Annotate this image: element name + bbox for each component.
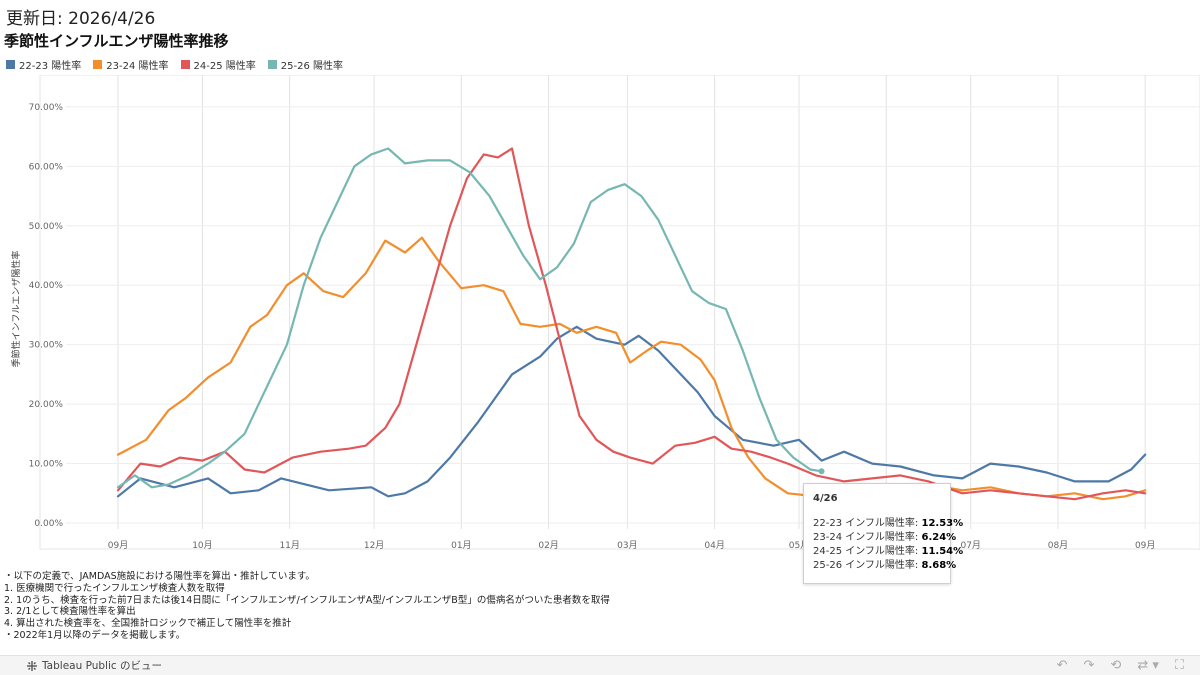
y-tick-label: 50.00% — [29, 222, 64, 232]
toolbar: ↶ ↷ ⟲ ⇄ ▾ ⛶ — [1057, 658, 1184, 673]
fullscreen-icon[interactable]: ⛶ — [1174, 658, 1184, 673]
y-tick-label: 10.00% — [29, 460, 64, 470]
series-line-24-25[interactable] — [116, 147, 1147, 501]
series-line-23-24[interactable] — [116, 236, 1147, 501]
legend-label: 25-26 陽性率 — [280, 61, 343, 72]
note-line: 2. 1のうち、検査を行った前7日または後14日間に「インフルエンザ/インフルエ… — [4, 594, 610, 606]
x-tick-label: 05月 — [789, 540, 809, 551]
x-tick-label: 09月 — [108, 540, 128, 551]
legend-item-22-23[interactable]: 22-23 陽性率 — [6, 57, 81, 72]
y-tick-label: 70.00% — [29, 103, 64, 113]
legend-swatch — [180, 60, 190, 69]
x-tick-label: 04月 — [704, 540, 724, 551]
x-tick-label: 02月 — [538, 540, 558, 551]
share-icon[interactable]: ⇄ ▾ — [1137, 658, 1159, 673]
tableau-footer: Tableau Public のビュー ↶ ↷ ⟲ ⇄ ▾ ⛶ — [0, 655, 1200, 675]
y-tick-label: 40.00% — [29, 281, 64, 291]
legend-item-23-24[interactable]: 23-24 陽性率 — [93, 57, 169, 72]
definition-notes: ・以下の定義で、JAMDAS施設における陽性率を算出・推計しています。 1. 医… — [4, 571, 610, 642]
current-point-marker — [818, 468, 825, 475]
tooltip-date: 4/26 — [813, 493, 838, 504]
tableau-public-link[interactable]: Tableau Public のビュー — [26, 658, 162, 673]
note-line: 3. 2/1として検査陽性率を算出 — [4, 606, 136, 618]
legend-swatch — [93, 60, 103, 69]
note-line: ・以下の定義で、JAMDAS施設における陽性率を算出・推計しています。 — [4, 571, 315, 582]
legend-item-25-26[interactable]: 25-26 陽性率 — [267, 57, 343, 72]
tableau-logo-icon — [27, 660, 37, 671]
legend-label: 23-24 陽性率 — [106, 61, 169, 72]
y-tick-label: 30.00% — [29, 341, 64, 351]
x-tick-label: 11月 — [279, 540, 299, 551]
x-tick-label: 03月 — [617, 540, 637, 551]
x-tick-label: 10月 — [192, 540, 212, 551]
y-tick-label: 60.00% — [29, 162, 64, 172]
chart-title: 季節性インフルエンザ陽性率推移 — [4, 32, 229, 50]
series-line-22-23[interactable] — [116, 325, 1147, 498]
tooltip-row-25-26: 25-26 インフル陽性率: 8.68% — [813, 560, 957, 571]
legend: 22-23 陽性率 23-24 陽性率 24-25 陽性率 25-26 陽性率 — [6, 57, 343, 72]
legend-label: 22-23 陽性率 — [19, 61, 82, 72]
revert-icon[interactable]: ⟲ — [1110, 658, 1122, 673]
note-line: ・2022年1月以降のデータを掲載します。 — [4, 629, 186, 641]
line-chart[interactable]: 09月10月11月12月01月02月03月04月05月06月07月08月09月0… — [0, 75, 1200, 555]
updated-date: 更新日: 2026/4/26 — [6, 9, 156, 29]
x-tick-label: 07月 — [960, 540, 980, 551]
y-tick-label: 0.00% — [34, 519, 63, 529]
y-tick-label: 20.00% — [29, 400, 64, 410]
legend-item-24-25[interactable]: 24-25 陽性率 — [180, 57, 256, 72]
tooltip-row-23-24: 23-24 インフル陽性率: 6.24% — [813, 532, 957, 543]
legend-label: 24-25 陽性率 — [193, 61, 256, 72]
y-axis-label: 季節性インフルエンザ陽性率 — [10, 251, 22, 368]
tooltip-row-24-25: 24-25 インフル陽性率: 11.54% — [813, 546, 964, 557]
tooltip-row-22-23: 22-23 インフル陽性率: 12.53% — [813, 518, 964, 529]
data-tooltip: 4/26 22-23 インフル陽性率: 12.53% 23-24 インフル陽性率… — [803, 483, 964, 584]
note-line: 1. 医療機関で行ったインフルエンザ検査人数を取得 — [4, 582, 225, 594]
note-line: 4. 算出された検査率を、全国推計ロジックで補正して陽性率を推計 — [4, 618, 292, 630]
x-tick-label: 09月 — [1135, 540, 1155, 551]
legend-swatch — [6, 60, 15, 69]
redo-icon[interactable]: ↷ — [1083, 658, 1095, 673]
x-tick-label: 08月 — [1048, 540, 1068, 551]
x-tick-label: 01月 — [451, 540, 471, 551]
legend-swatch — [267, 60, 277, 69]
series-line-25-26[interactable] — [116, 147, 823, 489]
undo-icon[interactable]: ↶ — [1056, 658, 1068, 673]
tableau-public-label: Tableau Public のビュー — [42, 660, 162, 672]
x-tick-label: 12月 — [364, 540, 384, 551]
plot-frame — [39, 75, 1200, 550]
